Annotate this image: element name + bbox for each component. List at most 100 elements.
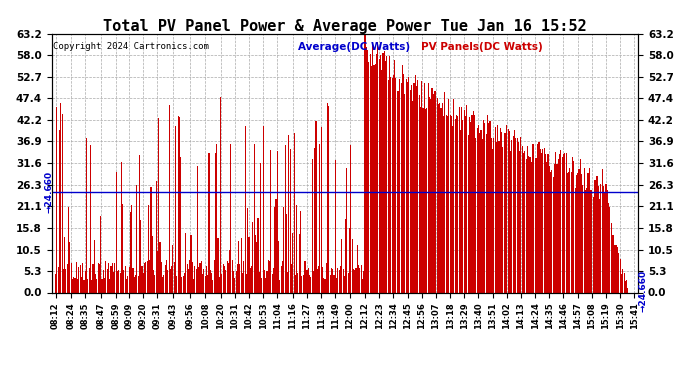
Bar (611, 223, 612, 292)
Bar (159, 242, 161, 292)
Bar (172, 245, 173, 292)
Bar (586, 188, 587, 292)
Bar (270, 150, 271, 292)
Bar (202, 274, 203, 292)
Bar (453, 99, 455, 292)
Bar (119, 273, 121, 292)
Bar (448, 99, 449, 292)
Bar (466, 105, 467, 292)
Bar (266, 271, 268, 292)
Bar (168, 105, 170, 292)
Bar (492, 149, 493, 292)
Bar (101, 279, 103, 292)
Bar (131, 205, 132, 292)
Bar (63, 269, 64, 292)
Bar (400, 83, 402, 292)
Bar (576, 175, 577, 292)
Bar (491, 138, 492, 292)
Bar (379, 58, 380, 292)
Bar (573, 161, 574, 292)
Bar (183, 276, 184, 292)
Bar (305, 261, 306, 292)
Bar (331, 268, 332, 292)
Bar (60, 103, 61, 292)
Bar (620, 259, 621, 292)
Bar (569, 168, 571, 292)
Bar (531, 162, 532, 292)
Bar (415, 75, 416, 292)
Bar (234, 278, 235, 292)
Bar (156, 181, 157, 292)
Bar (479, 133, 480, 292)
Bar (501, 132, 502, 292)
Bar (596, 176, 598, 292)
Bar (625, 282, 626, 292)
Bar (272, 274, 273, 292)
Bar (482, 140, 483, 292)
Bar (70, 263, 72, 292)
Bar (336, 278, 337, 292)
Bar (318, 266, 319, 292)
Bar (188, 269, 189, 292)
Bar (430, 99, 431, 292)
Bar (170, 269, 171, 292)
Bar (364, 35, 366, 292)
Bar (152, 236, 153, 292)
Bar (125, 266, 126, 292)
Bar (68, 207, 69, 292)
Bar (72, 279, 73, 292)
Bar (419, 96, 420, 292)
Bar (284, 145, 286, 292)
Bar (464, 110, 465, 292)
Bar (604, 192, 605, 292)
Bar (90, 146, 91, 292)
Bar (228, 262, 229, 292)
Bar (162, 277, 163, 292)
Bar (220, 97, 221, 292)
Bar (139, 155, 140, 292)
Bar (429, 98, 430, 292)
Bar (500, 128, 501, 292)
Bar (110, 266, 112, 292)
Bar (385, 61, 386, 292)
Bar (190, 235, 192, 292)
Bar (91, 280, 92, 292)
Bar (315, 121, 317, 292)
Bar (277, 151, 278, 292)
Bar (242, 273, 243, 292)
Bar (474, 115, 475, 292)
Bar (473, 111, 474, 292)
Bar (310, 278, 311, 292)
Bar (103, 270, 104, 292)
Bar (302, 275, 304, 292)
Bar (121, 162, 122, 292)
Bar (505, 133, 506, 292)
Bar (109, 279, 110, 292)
Bar (78, 267, 79, 292)
Bar (599, 199, 600, 292)
Bar (300, 211, 301, 292)
Bar (537, 144, 538, 292)
Bar (268, 260, 269, 292)
Bar (167, 270, 168, 292)
Bar (367, 51, 368, 292)
Bar (366, 47, 367, 292)
Bar (330, 275, 331, 292)
Bar (327, 103, 328, 292)
Bar (319, 144, 320, 292)
Bar (511, 140, 513, 292)
Bar (112, 263, 113, 292)
Bar (594, 180, 595, 292)
Bar (248, 237, 250, 292)
Bar (295, 274, 296, 292)
Bar (214, 261, 215, 292)
Bar (288, 135, 290, 292)
Bar (621, 274, 622, 292)
Bar (255, 235, 256, 292)
Bar (83, 280, 84, 292)
Bar (135, 275, 136, 292)
Bar (126, 279, 127, 292)
Bar (259, 272, 260, 292)
Bar (198, 267, 199, 292)
Bar (424, 82, 425, 292)
